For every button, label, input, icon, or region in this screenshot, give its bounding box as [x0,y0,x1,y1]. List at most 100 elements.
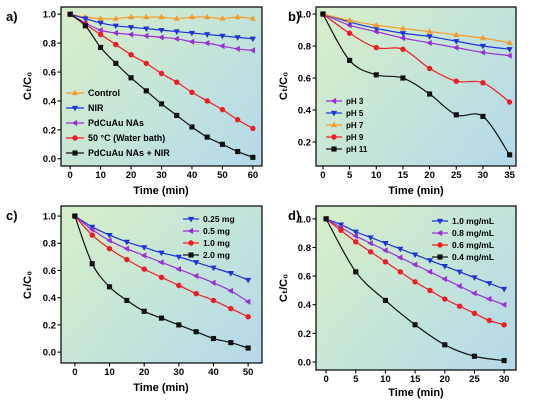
legend-entry: 0.25 mg [183,214,235,224]
legend-marker [330,110,338,117]
series-pdcuau-nas-nir [67,11,256,160]
data-point-ph-5 [453,39,460,45]
data-point-control [143,13,150,20]
data-point-0-4-mg-ml [353,269,359,275]
axes-frame [60,6,263,167]
data-point-pdcuau-nas [112,29,118,37]
data-point-ph-5 [373,26,380,32]
data-point-pdcuau-nas-nir [82,23,88,29]
y-axis-label: Cₜ/C₀ [22,271,34,299]
y-axis-label: Cₜ/C₀ [278,72,290,100]
y-tick-label: 0.0 [43,348,56,359]
data-point-1-0-mg [106,246,113,252]
data-point-0-5-mg [88,226,95,233]
data-point-0-25-mg [89,224,96,231]
data-point-2-0-mg [210,335,217,342]
data-point-0-5-mg [140,252,147,259]
data-point-50-c-water-bath [250,125,256,132]
data-point-0-5-mg [158,259,164,266]
data-point-nir [143,26,150,33]
x-tick-label: 10 [380,374,391,385]
data-point-pdcuau-nas-nir [204,134,210,140]
x-tick-label: 0 [320,170,325,181]
data-point-control [234,13,241,20]
data-point-nir [173,29,180,35]
data-point-ph-9 [373,44,379,51]
series-0-8-mg-ml [322,215,507,308]
data-point-0-25-mg [175,254,182,261]
data-point-0-6-mg-ml [338,227,344,234]
data-point-nir [249,36,256,43]
legend-entry: 0.5 mg [183,226,230,236]
legend-label: Control [88,88,120,98]
series-nir [67,12,256,43]
legend-marker [188,252,194,258]
data-point-ph-3 [426,39,432,46]
data-point-nir [158,27,165,34]
data-point-ph-5 [479,43,487,50]
legend-marker [331,134,337,140]
y-tick-label: 0.4 [298,300,312,311]
x-tick-label: 5 [353,374,359,385]
panel-b: b) 0 5 10 15 20 25 30 35 0.2 0.4 0.6 0.8 1.0 Time (min… [278,6,517,197]
series-ph-11 [320,11,513,158]
legend-marker [436,218,444,225]
legend-label: PdCuAu NAs [88,118,144,128]
y-tick-label: 1.0 [298,9,311,20]
plot-background [61,206,262,363]
panel-a: a) 0 10 20 30 40 50 60 0.0 0.2 0.4 0.6 0.8 1.0 Time (m… [6,6,263,197]
panel-label: a) [6,9,18,24]
data-point-ph-3 [452,44,459,51]
x-axis-label: Time (min) [133,185,189,197]
data-point-nir [204,32,211,38]
data-point-pdcuau-nas [249,47,256,54]
data-point-0-6-mg-ml [353,239,359,245]
legend-label: NIR [88,103,104,113]
data-point-ph-11 [320,11,326,17]
data-point-2-0-mg [228,340,234,346]
data-point-nir [127,25,135,31]
x-tick-label: 40 [208,367,219,378]
legend-label: 50 °C (Water bath) [88,133,165,143]
legend-label: pH 5 [346,109,364,118]
data-point-ph-5 [399,31,407,37]
x-tick-label: 60 [248,170,259,181]
data-point-pdcuau-nas [203,40,210,47]
data-point-pdcuau-nas [158,34,164,41]
data-point-1-0-mg-ml [397,246,404,253]
x-tick-label: 0 [323,374,328,385]
y-tick-label: 0.0 [43,154,56,165]
legend-label: pH 11 [346,145,368,154]
data-point-0-8-mg-ml [396,254,403,261]
legend: 0.25 mg 0.5 mg 1.0 mg 2.0 mg [183,214,235,260]
data-point-control [204,13,211,20]
data-point-0-5-mg [227,287,233,294]
series-0-4-mg-ml [323,216,507,364]
data-point-0-6-mg-ml [427,287,433,294]
legend-marker [71,119,78,127]
data-point-pdcuau-nas [127,31,134,38]
data-point-0-8-mg-ml [367,240,373,247]
data-point-1-0-mg [245,314,251,320]
data-point-2-0-mg [245,345,251,351]
data-point-50-c-water-bath [189,89,195,95]
data-point-2-0-mg [176,322,182,328]
data-point-pdcuau-nas-nir [174,112,180,118]
data-point-1-0-mg-ml [382,241,389,247]
legend-entry: 0.6 mg/mL [432,240,494,250]
data-point-0-5-mg [106,237,112,244]
y-tick-label: 0.8 [298,41,311,52]
legend-entry: 0.4 mg/mL [432,252,494,262]
x-tick-label: 20 [439,374,450,385]
x-tick-label: 20 [139,367,150,378]
x-tick-label: 10 [371,170,382,181]
legend-marker [187,227,194,235]
data-point-0-6-mg-ml [471,310,478,317]
y-tick-label: 0.6 [298,272,311,283]
data-point-pdcuau-nas-nir [128,75,134,81]
legend-marker [437,254,443,260]
data-point-control [173,15,180,21]
data-point-ph-9 [346,30,353,36]
data-point-pdcuau-nas-nir [67,11,73,17]
